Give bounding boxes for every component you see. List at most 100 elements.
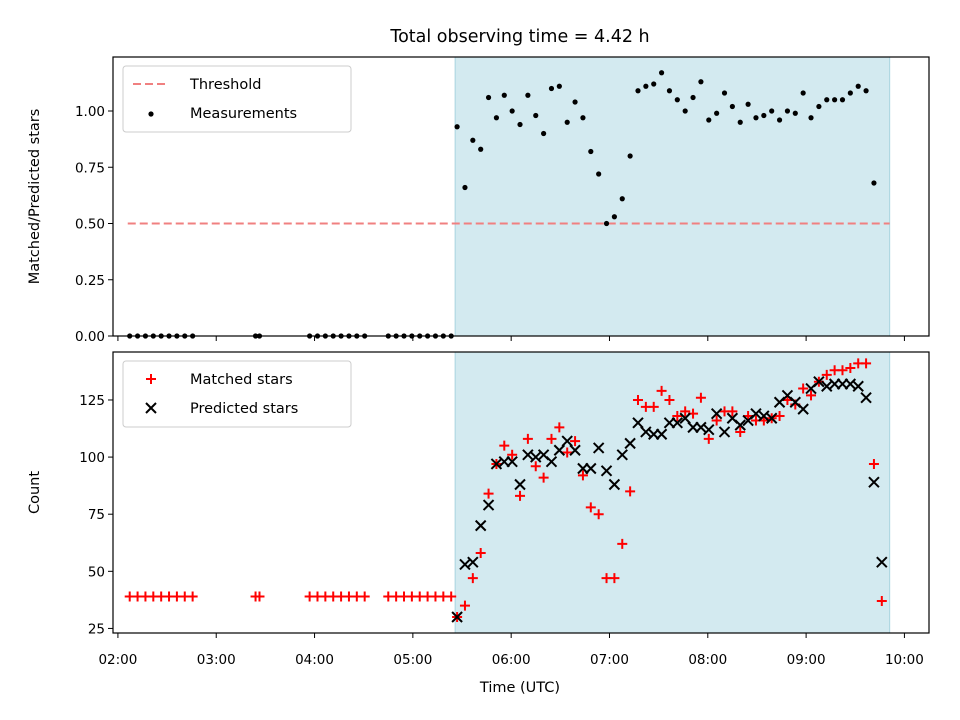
predicted-star-point (671, 417, 684, 429)
predicted-star-point (703, 423, 715, 436)
measurement-point (690, 94, 696, 101)
predicted-star-point (632, 417, 644, 429)
measurement-point (517, 121, 523, 128)
y-tick-label: 25 (88, 621, 105, 637)
legend-matched-swatch (146, 374, 156, 384)
measurement-point (564, 119, 570, 125)
matched-star-point (467, 573, 478, 584)
measurement-point (721, 90, 728, 96)
predicted-star-point (765, 412, 778, 424)
predicted-star-point (459, 558, 471, 571)
predicted-star-point (522, 449, 534, 461)
matched-star-point (585, 502, 596, 513)
x-tick-label: 06:00 (492, 652, 531, 668)
measurement-point (619, 196, 625, 202)
predicted-star-point (482, 499, 495, 511)
observing-window-band (455, 352, 890, 633)
legend-predicted-swatch (145, 402, 157, 414)
predicted-star-point (710, 407, 723, 420)
predicted-star-point (868, 476, 880, 488)
matched-star-point (774, 410, 785, 421)
measurement-point (454, 124, 460, 130)
matched-star-point (522, 433, 533, 444)
measurement-point (627, 153, 633, 159)
matched-star-point (632, 394, 643, 405)
x-tick-label: 02:00 (98, 652, 137, 668)
observing-window-band (455, 57, 890, 336)
y-tick-label: 125 (79, 393, 105, 409)
measurement-point (776, 117, 783, 123)
predicted-star-point (514, 478, 526, 491)
x-tick-label: 10:00 (885, 652, 924, 668)
measurement-point (658, 70, 665, 76)
matched-star-point (806, 390, 817, 401)
panel-count: 25 50 75 100 125 02:00 03:00 04:00 05:00 06:00 07:… (27, 351, 930, 668)
matched-star-point (845, 362, 856, 373)
measurement-point (470, 137, 476, 143)
matched-star-point (546, 433, 557, 444)
predicted-star-point (734, 419, 746, 431)
measurement-point (729, 103, 735, 110)
predicted-star-point (695, 421, 707, 434)
predicted-star-point (655, 428, 668, 440)
measurement-point (556, 83, 562, 89)
plot-frame (112, 351, 930, 634)
predicted-star-point (679, 412, 691, 424)
measurement-point (792, 110, 798, 116)
predicted-star-point (530, 451, 542, 463)
measurement-point (839, 97, 846, 103)
x-tick-label: 09:00 (787, 652, 826, 668)
y-tick-label: 75 (88, 507, 105, 523)
legend-label: Measurements (190, 106, 297, 122)
measurement-point (824, 97, 830, 103)
legend-label: Predicted stars (190, 401, 298, 417)
x-axis-label: Time (UTC) (479, 680, 560, 696)
predicted-star-point (592, 442, 605, 454)
legend-label: Threshold (189, 77, 261, 93)
measurement-point (855, 83, 861, 89)
series-matched-stars (124, 358, 887, 623)
measurement-point (572, 99, 578, 105)
predicted-star-point (506, 455, 518, 468)
y-tick-label: 0.75 (75, 160, 105, 176)
y-tick-label: 50 (88, 564, 105, 580)
measurement-point (816, 103, 822, 110)
matched-star-point (570, 436, 581, 447)
predicted-star-point (451, 611, 463, 623)
matched-star-point (695, 392, 706, 403)
y-tick-label: 0.25 (75, 273, 105, 289)
predicted-star-point (608, 478, 621, 491)
measurement-point (635, 88, 641, 94)
predicted-star-point (624, 437, 636, 450)
measurement-point (714, 110, 720, 116)
legend: Matched stars Predicted stars (122, 360, 352, 428)
matched-star-point (703, 433, 714, 444)
matched-star-point (680, 406, 691, 417)
predicted-star-point (797, 403, 809, 415)
predicted-star-point (718, 426, 731, 438)
x-tick-label: 03:00 (197, 652, 236, 668)
matched-star-point (672, 410, 683, 421)
predicted-star-point (553, 444, 566, 456)
measurement-point (548, 85, 555, 92)
measurement-point (808, 115, 814, 121)
y-axis-label: Count (27, 471, 43, 514)
matched-star-point (254, 591, 265, 602)
matched-star-point (577, 470, 588, 481)
measurement-point (611, 214, 617, 220)
predicted-star-point (545, 455, 558, 468)
x-tick-label: 08:00 (688, 652, 727, 668)
predicted-star-point (844, 378, 857, 390)
y-tick-label: 1.00 (75, 104, 105, 120)
measurement-point (643, 83, 649, 89)
matched-star-point (507, 449, 518, 460)
series-predicted-stars (451, 375, 888, 623)
measurement-point (800, 90, 806, 96)
measurement-point (706, 117, 712, 123)
measurement-point (745, 101, 751, 107)
matched-star-point (821, 369, 832, 380)
matched-star-point (562, 447, 573, 458)
matched-star-point (554, 422, 565, 433)
measurement-point (603, 220, 610, 227)
